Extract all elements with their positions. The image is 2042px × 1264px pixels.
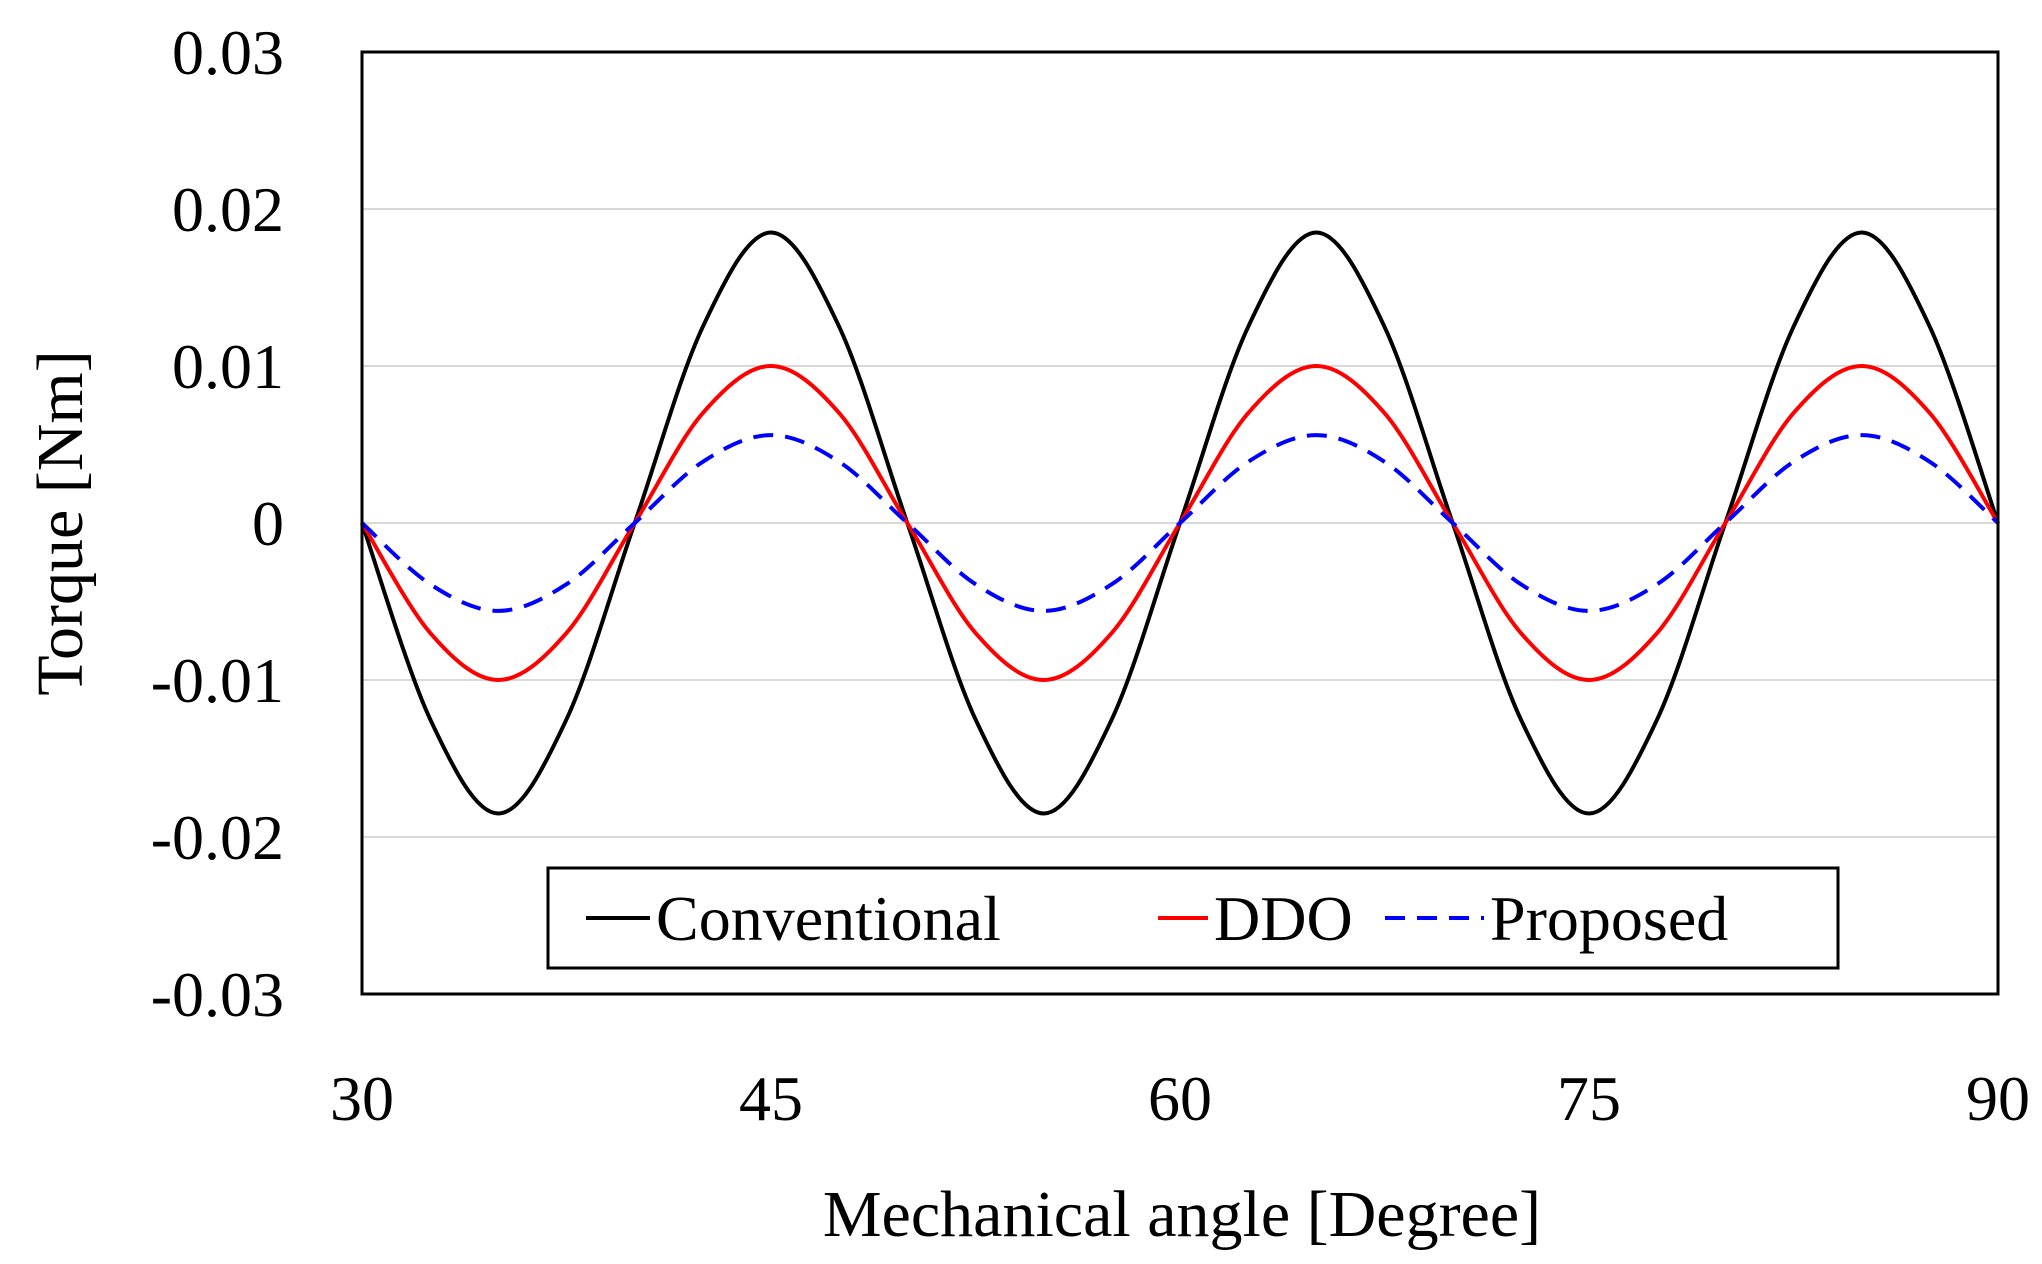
x-tick-labels: 30 45 60 75 90 xyxy=(330,1063,2030,1134)
x-tick-label: 90 xyxy=(1966,1063,2030,1134)
y-tick-label: 0 xyxy=(252,488,284,559)
x-tick-label: 45 xyxy=(739,1063,803,1134)
legend-label-ddo: DDO xyxy=(1214,883,1353,954)
y-axis-label: Torque [Nm] xyxy=(24,350,97,695)
y-tick-label: 0.03 xyxy=(172,17,284,88)
x-axis-label: Mechanical angle [Degree] xyxy=(823,1178,1541,1251)
y-tick-label: -0.01 xyxy=(151,645,284,716)
plot-frame xyxy=(360,50,2000,996)
y-tick-label: 0.01 xyxy=(172,331,284,402)
legend-label-proposed: Proposed xyxy=(1490,883,1728,954)
y-tick-labels: 0.03 0.02 0.01 0 -0.01 -0.02 -0.03 xyxy=(151,17,284,1030)
legend: Conventional DDO Proposed xyxy=(546,866,1840,970)
x-tick-label: 75 xyxy=(1557,1063,1621,1134)
legend-label-conventional: Conventional xyxy=(656,883,1001,954)
x-tick-label: 30 xyxy=(330,1063,394,1134)
y-tick-label: 0.02 xyxy=(172,174,284,245)
series-line-proposed xyxy=(360,433,2000,613)
y-tick-label: -0.03 xyxy=(151,959,284,1030)
series-group xyxy=(360,230,2000,816)
x-tick-label: 60 xyxy=(1148,1063,1212,1134)
y-tick-label: -0.02 xyxy=(151,802,284,873)
